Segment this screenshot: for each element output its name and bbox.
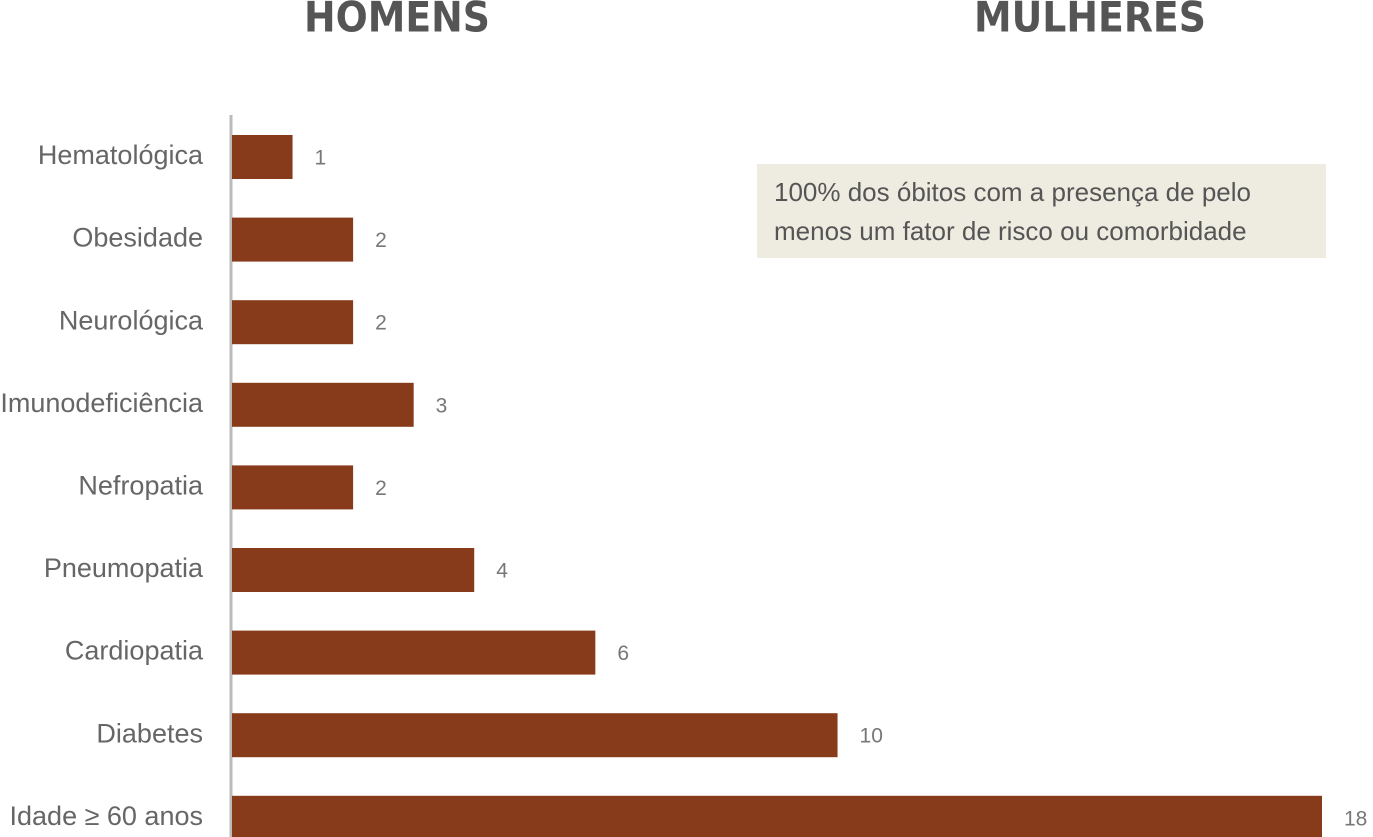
category-label: Pneumopatia: [44, 553, 204, 583]
annotation-line: menos um fator de risco ou comorbidade: [774, 216, 1247, 246]
category-label: Neurológica: [59, 305, 204, 335]
category-label: Hematológica: [38, 140, 204, 170]
annotation-box: [757, 164, 1326, 258]
bar: [232, 300, 354, 345]
bar: [232, 465, 354, 510]
chart-title: MULHERES: [974, 0, 1206, 42]
bar: [232, 217, 354, 262]
bar: [232, 795, 1322, 837]
annotation-line: 100% dos óbitos com a presença de pelo: [774, 177, 1251, 207]
bar: [232, 630, 596, 675]
value-label: 1: [315, 147, 327, 170]
value-label: 2: [375, 229, 387, 252]
category-label: Imunodeficiência: [0, 388, 204, 418]
category-label: Diabetes: [96, 718, 203, 748]
category-label: Idade ≥ 60 anos: [10, 801, 203, 831]
value-label: 2: [375, 477, 387, 500]
category-label: Cardiopatia: [65, 636, 204, 666]
chart-title: HOMENS: [304, 0, 490, 42]
bar: [232, 135, 293, 179]
value-label: 4: [496, 560, 508, 583]
category-label: Nefropatia: [78, 471, 204, 501]
value-label: 2: [375, 312, 387, 335]
value-label: 18: [1344, 807, 1367, 830]
bar: [232, 548, 475, 592]
value-label: 3: [436, 394, 448, 417]
value-label: 10: [860, 725, 883, 748]
bar: [232, 713, 838, 758]
bar: [232, 382, 414, 427]
category-label: Obesidade: [72, 223, 203, 253]
value-label: 6: [617, 642, 629, 665]
